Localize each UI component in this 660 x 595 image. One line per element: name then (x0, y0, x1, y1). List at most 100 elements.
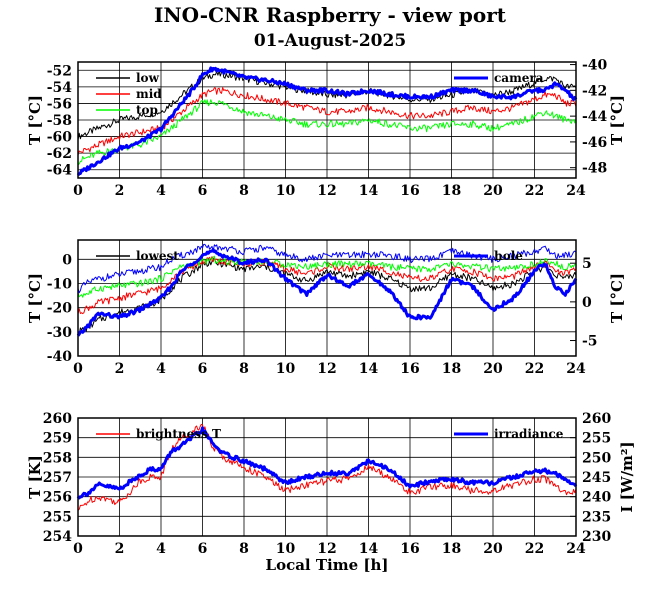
x-tick-label: 4 (156, 361, 166, 377)
y-left-tick-label: 0 (62, 252, 72, 268)
legend-label: mid (136, 87, 162, 101)
x-axis-label: Local Time [h] (266, 556, 389, 574)
x-tick-label: 24 (566, 361, 586, 377)
y-left-tick-label: -52 (47, 63, 72, 79)
x-tick-label: 10 (276, 361, 296, 377)
legend-label: top (136, 103, 158, 117)
x-tick-label: 20 (483, 541, 503, 557)
series-line-camera (76, 66, 578, 177)
y-right-tick-label: 230 (582, 529, 611, 545)
x-tick-label: 14 (359, 541, 379, 557)
x-tick-label: 0 (73, 361, 83, 377)
y-right-tick-label: 245 (582, 470, 611, 486)
x-tick-label: 8 (239, 183, 249, 199)
series-line-green (77, 255, 577, 298)
y-left-tick-label: -62 (47, 146, 72, 162)
x-tick-label: 22 (525, 541, 544, 557)
legend-label: irradiance (494, 427, 564, 441)
x-tick-label: 16 (400, 183, 419, 199)
x-tick-label: 6 (198, 183, 208, 199)
series-line-irradiance (76, 426, 578, 500)
x-tick-label: 2 (115, 183, 125, 199)
y-left-axis-label: T [K] (26, 455, 44, 499)
x-tick-label: 6 (198, 541, 208, 557)
y-right-tick-label: -5 (582, 334, 598, 350)
y-left-tick-label: -54 (47, 80, 73, 96)
chart-subtitle: 01-August-2025 (254, 31, 406, 51)
series-line-hole (76, 248, 578, 337)
y-right-tick-label: -40 (582, 58, 608, 74)
y-right-tick-label: 250 (582, 450, 611, 466)
y-right-tick-label: 5 (582, 256, 592, 272)
y-left-tick-label: -60 (47, 130, 73, 146)
x-tick-label: 2 (115, 361, 125, 377)
x-tick-label: 24 (566, 541, 586, 557)
y-right-tick-label: 235 (582, 509, 611, 525)
plot-frame (77, 417, 577, 537)
y-right-tick-label: 255 (582, 431, 611, 447)
y-left-tick-label: 255 (43, 509, 72, 525)
y-right-tick-label: -48 (582, 161, 607, 177)
y-right-tick-label: 0 (582, 295, 592, 311)
x-tick-label: 0 (73, 183, 83, 199)
y-left-tick-label: -10 (47, 277, 73, 293)
y-left-tick-label: -58 (47, 113, 72, 129)
y-right-axis-label: I [W/m²] (618, 441, 636, 512)
x-tick-label: 22 (525, 361, 544, 377)
panel-1: -52-54-56-58-60-62-640 2 4 6 8 10 12 14 16 18 20 22… (26, 58, 626, 199)
y-left-tick-label: -40 (47, 349, 73, 365)
legend-label: low (136, 71, 160, 85)
y-right-tick-label: 240 (582, 490, 611, 506)
y-right-axis-label: T [°C] (608, 273, 626, 323)
x-tick-label: 16 (400, 541, 419, 557)
x-tick-label: 10 (276, 541, 296, 557)
y-right-axis-label: T [°C] (608, 95, 626, 145)
series-line-lowest (77, 257, 577, 335)
x-tick-label: 0 (73, 541, 83, 557)
x-tick-label: 14 (359, 183, 379, 199)
panel-2: 0-10-20-30-400 2 4 6 8 10 12 14 16 18 20 22 2450-5lo… (26, 239, 626, 377)
series-line-brightness-t (77, 423, 577, 511)
x-tick-label: 12 (317, 541, 336, 557)
chart-title: INO-CNR Raspberry - view port (154, 3, 507, 27)
x-tick-label: 18 (442, 183, 461, 199)
x-tick-label: 6 (198, 361, 208, 377)
series-line-top (77, 99, 577, 166)
legend-label: brightness T (136, 427, 221, 441)
x-tick-label: 22 (525, 183, 544, 199)
panels: -52-54-56-58-60-62-640 2 4 6 8 10 12 14 16 18 20 22… (26, 58, 636, 574)
y-right-tick-label: 260 (582, 411, 611, 427)
x-tick-label: 4 (156, 541, 166, 557)
y-left-tick-label: 256 (43, 490, 72, 506)
x-tick-label: 8 (239, 361, 249, 377)
x-tick-label: 24 (566, 183, 586, 199)
x-tick-label: 10 (276, 183, 296, 199)
y-left-axis-label: T [°C] (26, 273, 44, 323)
y-left-tick-label: -30 (47, 325, 73, 341)
y-left-tick-label: 260 (43, 411, 72, 427)
x-tick-label: 12 (317, 183, 336, 199)
series-line-blue-thin (77, 243, 577, 294)
x-tick-label: 16 (400, 361, 419, 377)
y-left-tick-label: -20 (47, 301, 73, 317)
series-line-mid (77, 256, 577, 315)
plot-frame (77, 61, 577, 179)
y-left-tick-label: 254 (43, 529, 72, 545)
legend-label: hole (494, 249, 523, 263)
x-tick-label: 18 (442, 361, 461, 377)
x-tick-label: 20 (483, 361, 503, 377)
y-left-tick-label: 258 (43, 450, 72, 466)
y-left-tick-label: -64 (47, 163, 73, 179)
y-right-tick-label: -42 (582, 83, 607, 99)
legend-label: lowest (136, 249, 179, 263)
y-left-tick-label: -56 (47, 96, 72, 112)
y-right-tick-label: -46 (582, 135, 607, 151)
x-tick-label: 18 (442, 541, 461, 557)
y-left-axis-label: T [°C] (26, 95, 44, 145)
x-tick-label: 4 (156, 183, 166, 199)
x-tick-label: 12 (317, 361, 336, 377)
plot-frame (77, 239, 577, 357)
x-tick-label: 8 (239, 541, 249, 557)
